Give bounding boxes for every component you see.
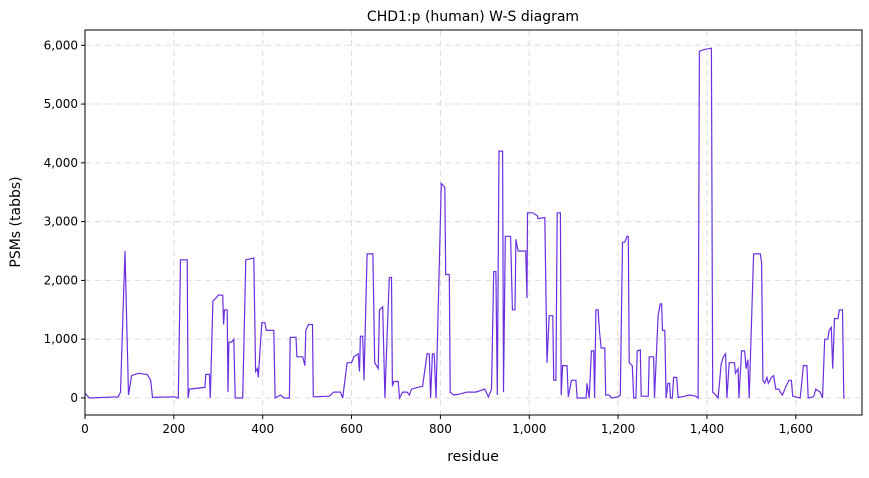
x-tick-label: 400	[251, 422, 274, 436]
x-tick-label: 200	[162, 422, 185, 436]
y-axis-label: PSMs (tabbs)	[8, 176, 24, 267]
x-tick-label: 0	[81, 422, 89, 436]
y-tick-label: 1,000	[44, 332, 78, 346]
x-tick-label: 600	[340, 422, 363, 436]
series-line-psms	[84, 47, 845, 401]
y-tick-label: 0	[70, 391, 78, 405]
y-tick-label: 4,000	[44, 156, 78, 170]
x-tick-label: 1,600	[779, 422, 813, 436]
x-tick-label: 1,400	[690, 422, 724, 436]
x-axis-label: residue	[447, 449, 499, 465]
x-tick-label: 1,000	[512, 422, 546, 436]
x-tick-label: 1,200	[601, 422, 635, 436]
y-tick-label: 3,000	[44, 215, 78, 229]
y-tick-label: 6,000	[44, 38, 78, 52]
x-tick-label: 800	[429, 422, 452, 436]
plot-frame	[84, 29, 863, 416]
y-tick-label: 5,000	[44, 97, 78, 111]
x-axis-ticks: 0 200 400 600 800 1,000 1,200 1,400 1,600	[81, 415, 813, 436]
y-tick-label: 2,000	[44, 273, 78, 287]
chart-title: CHD1:p (human) W-S diagram	[367, 9, 579, 25]
y-axis-ticks: 0 1,000 2,000 3,000 4,000 5,000 6,000	[44, 38, 85, 405]
